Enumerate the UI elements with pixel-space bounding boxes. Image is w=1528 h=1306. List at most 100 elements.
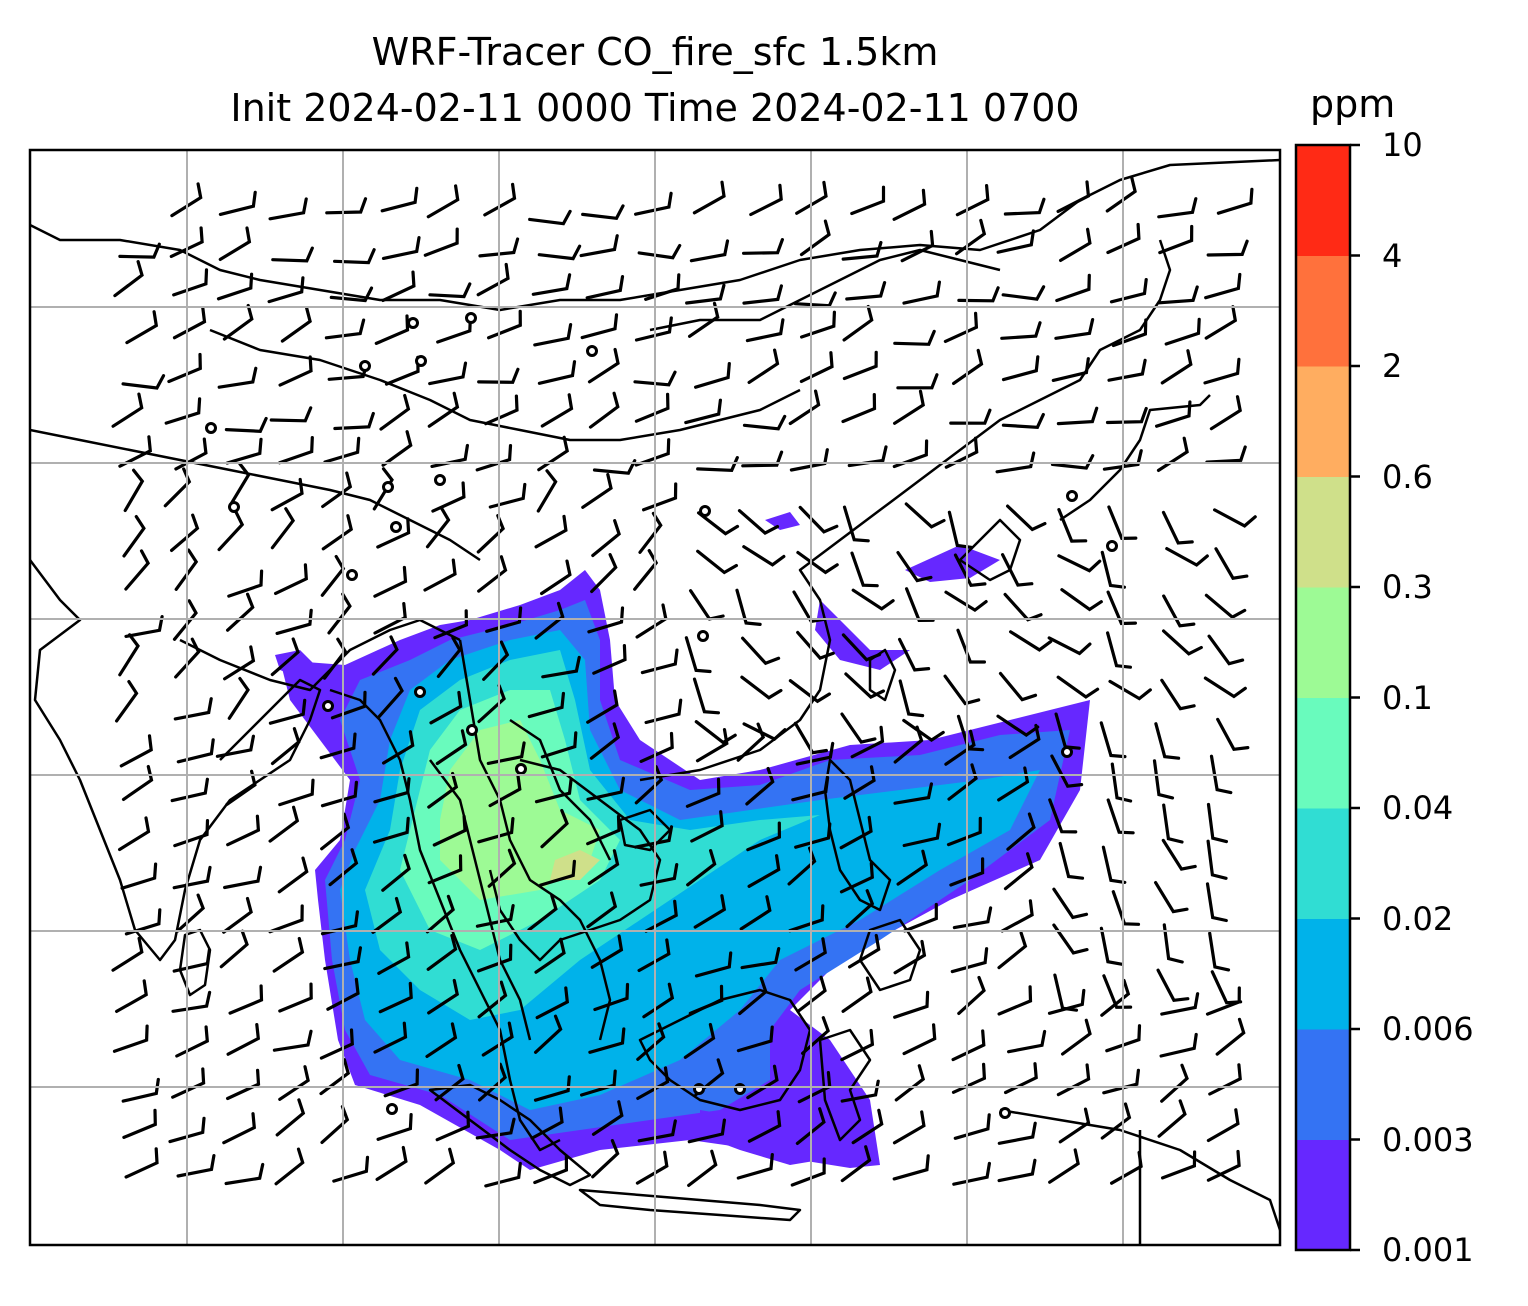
wind-barb <box>1157 197 1198 219</box>
wind-barb <box>427 854 463 885</box>
wind-barb <box>381 430 413 467</box>
wind-barb <box>540 731 578 759</box>
wind-barb <box>953 553 987 588</box>
wind-barb <box>426 934 458 971</box>
wind-barb <box>742 238 784 255</box>
wind-barb <box>1162 629 1203 656</box>
wind-barb <box>270 507 296 550</box>
plume-westcoast-patch <box>275 650 320 680</box>
wind-barb <box>1157 285 1199 305</box>
wind-barb <box>533 323 573 347</box>
wind-barb <box>225 437 263 465</box>
colorbar-band <box>1296 476 1350 588</box>
wind-barb <box>1107 505 1138 541</box>
mongolia-border <box>649 248 1001 332</box>
wind-barb <box>904 502 946 529</box>
wind-barb <box>373 1021 408 1054</box>
wind-barb <box>484 1161 522 1188</box>
wind-barb <box>433 609 469 640</box>
wind-barb <box>587 606 625 634</box>
wind-barb <box>223 645 256 681</box>
wind-barb <box>590 553 618 594</box>
wind-barb <box>219 929 249 969</box>
wind-barb <box>124 549 151 591</box>
wind-barb <box>1206 239 1249 257</box>
wind-barb <box>425 894 455 934</box>
calm-circle <box>390 521 402 533</box>
wind-barb <box>535 986 570 1020</box>
wind-barb <box>593 982 630 1012</box>
wind-barb <box>113 260 144 298</box>
wind-barb <box>1001 553 1034 587</box>
wind-barb <box>426 184 460 219</box>
wind-barb <box>694 951 733 978</box>
wind-barb <box>695 728 729 763</box>
wind-barb <box>1106 631 1132 669</box>
wind-barb <box>795 1107 826 1145</box>
wind-barb <box>1099 721 1127 759</box>
wind-barb <box>1058 841 1085 880</box>
wind-barb <box>1061 1018 1092 1056</box>
wind-barb <box>893 725 924 764</box>
wind-barb <box>946 816 982 847</box>
wind-barb <box>528 209 572 226</box>
calm-circle <box>515 763 527 775</box>
wind-barb <box>371 635 399 676</box>
wind-barb <box>579 234 619 258</box>
wind-barb <box>1161 1150 1197 1180</box>
wind-barb <box>1204 272 1242 300</box>
wind-barb <box>1152 759 1175 800</box>
wind-barb <box>1160 992 1200 1016</box>
calm-circle <box>407 317 419 329</box>
wind-barb <box>427 391 460 428</box>
wind-barb <box>1206 839 1228 880</box>
wind-barb <box>536 469 558 513</box>
wind-barb <box>1206 802 1228 844</box>
wind-barb <box>122 515 146 558</box>
wind-barb <box>1105 406 1148 425</box>
wind-barb <box>427 771 459 809</box>
wind-barb <box>1048 1148 1080 1184</box>
wind-barb <box>894 1064 926 1102</box>
north-border <box>30 158 1280 312</box>
wind-barb <box>530 1106 564 1140</box>
wind-barb <box>371 896 403 934</box>
wind-barb <box>540 559 572 596</box>
wind-barb <box>122 1108 157 1139</box>
wind-barb <box>534 514 568 549</box>
wind-barb <box>124 615 164 638</box>
wind-barb <box>325 197 368 215</box>
wind-barb <box>121 764 154 801</box>
chart-title: WRF-Tracer CO_fire_sfc 1.5km <box>371 30 939 74</box>
wind-barb <box>1057 508 1088 543</box>
wind-barb <box>588 1027 626 1054</box>
wind-barb <box>1205 986 1241 1016</box>
wind-barb <box>892 1154 930 1181</box>
wind-barb <box>581 472 613 509</box>
colorbar-band <box>1296 255 1350 367</box>
wind-barb <box>747 348 780 384</box>
wind-barb <box>487 848 517 888</box>
calm-circle <box>434 474 446 486</box>
wind-barb <box>176 738 215 764</box>
wind-barb <box>996 714 1040 738</box>
wind-barb <box>747 854 781 888</box>
wind-barb <box>323 436 361 464</box>
wind-barb <box>428 282 472 299</box>
wind-barb <box>423 227 459 257</box>
wind-barb <box>848 933 881 969</box>
wind-barb <box>1009 630 1053 652</box>
wind-barb <box>791 776 830 802</box>
wind-barb <box>842 505 870 543</box>
wind-barb <box>1160 678 1196 711</box>
wind-barb <box>434 1063 465 1102</box>
wind-barb <box>120 862 158 890</box>
wind-barb <box>425 506 451 549</box>
wind-barb <box>215 734 255 758</box>
wind-barb <box>580 313 619 340</box>
wind-barb <box>527 691 565 719</box>
wind-barb <box>1110 1150 1143 1185</box>
laos-border <box>509 718 612 861</box>
wind-barb <box>902 1023 937 1056</box>
wind-barb <box>850 551 879 588</box>
